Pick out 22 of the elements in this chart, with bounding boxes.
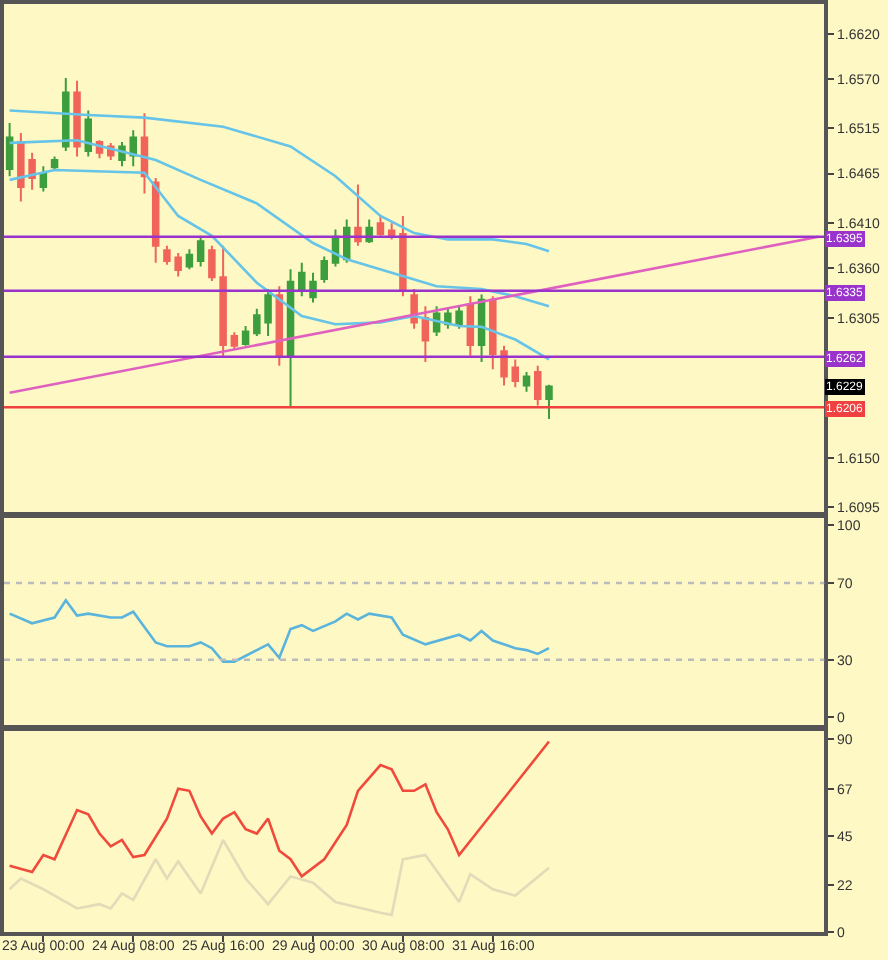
candlestick	[5, 122, 14, 178]
line-series	[8, 838, 551, 917]
candlestick	[534, 364, 542, 407]
line-series	[8, 598, 551, 663]
candlestick	[354, 183, 362, 247]
candlestick	[50, 155, 59, 171]
line-series	[8, 740, 551, 878]
candlestick	[185, 248, 194, 271]
line-series	[8, 138, 551, 308]
candlestick	[511, 358, 520, 389]
candlestick	[230, 331, 239, 351]
candlestick	[421, 305, 430, 364]
candlestick	[320, 255, 328, 284]
candlestick	[376, 214, 385, 237]
line-series	[8, 109, 551, 253]
candlestick	[241, 325, 250, 347]
candlestick	[39, 165, 48, 193]
candlestick	[522, 371, 531, 393]
line-series	[8, 168, 551, 361]
candlestick	[545, 383, 553, 420]
candlestick	[196, 234, 205, 268]
candlestick	[399, 214, 407, 298]
